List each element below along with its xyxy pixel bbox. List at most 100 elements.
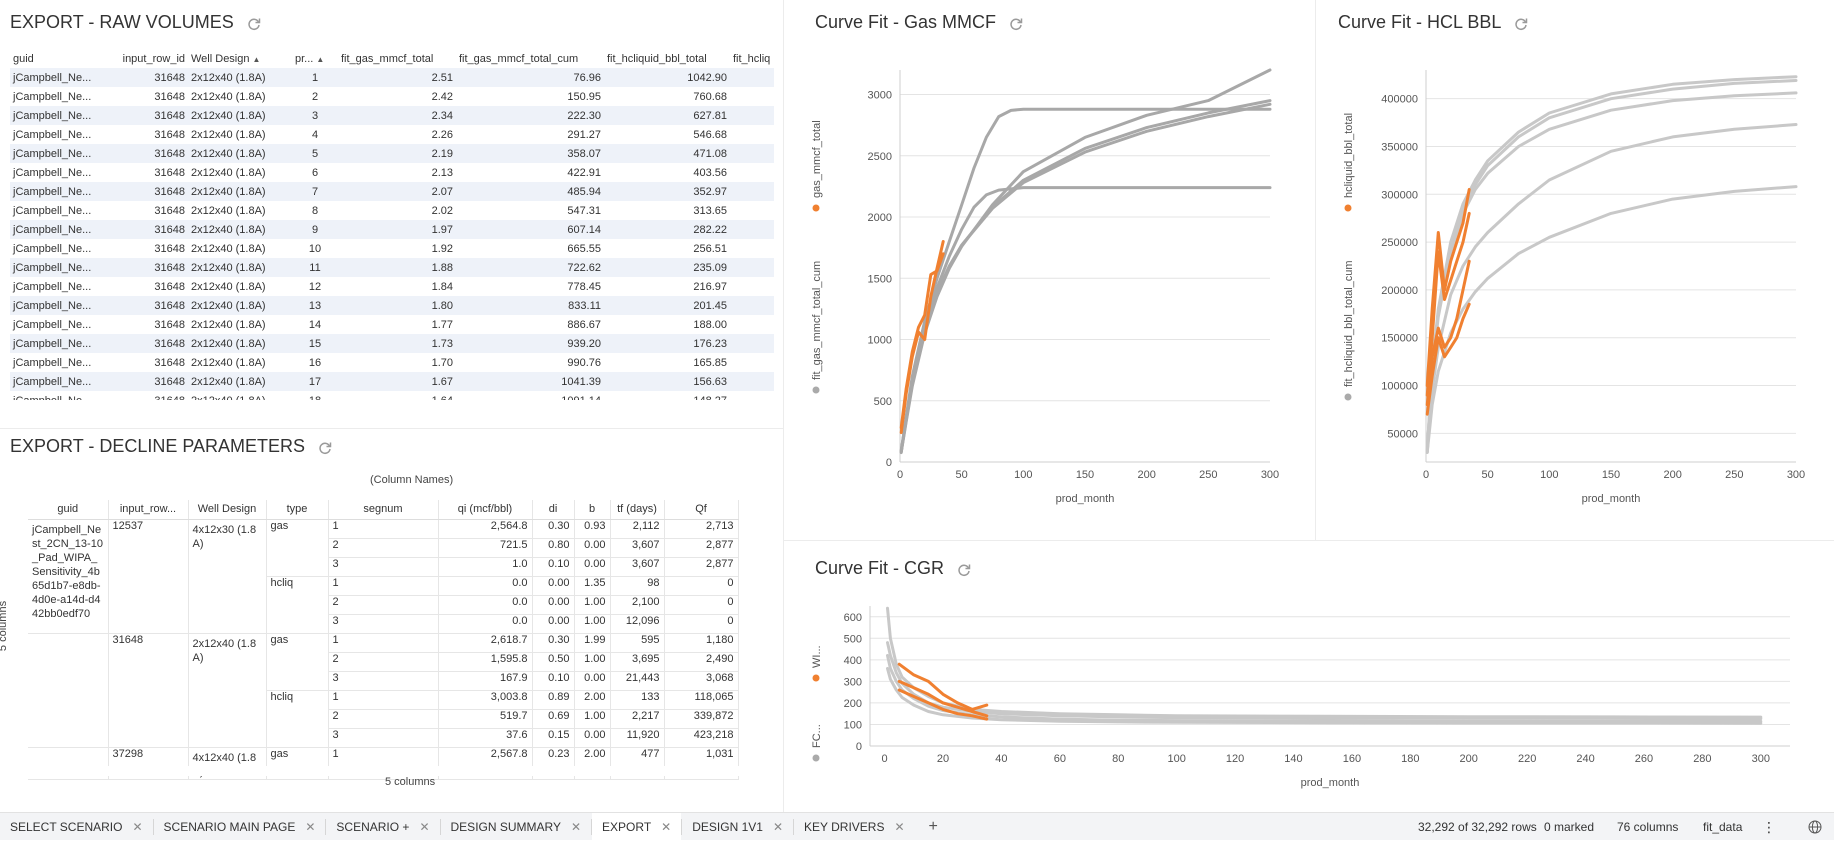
- column-header[interactable]: pr... ▲: [295, 53, 325, 65]
- refresh-icon[interactable]: [956, 562, 971, 576]
- close-tab-icon[interactable]: ✕: [894, 819, 905, 834]
- column-header[interactable]: qi (mcf/bbl): [438, 500, 533, 520]
- actual-series-line[interactable]: [897, 662, 989, 711]
- table-row[interactable]: jCampbell_Ne... 31648 2x12x40 (1.8A) 16 1.70…: [10, 353, 774, 372]
- table-row[interactable]: jCampbell_Nest_2CN_13-10_Pad_WIPA_Sensit…: [28, 519, 739, 634]
- fit-series-line[interactable]: [1425, 79, 1798, 452]
- column-header[interactable]: Well Design: [188, 500, 267, 520]
- legend-item-fit[interactable]: fit_gas_mmcf_total_cum: [811, 261, 823, 394]
- page-tab[interactable]: KEY DRIVERS ✕: [794, 813, 915, 841]
- close-tab-icon[interactable]: ✕: [772, 819, 783, 834]
- table-row[interactable]: jCampbell_Ne... 31648 2x12x40 (1.8A) 1 2.51 7…: [10, 68, 774, 87]
- add-page-button[interactable]: +: [928, 817, 938, 835]
- table-row[interactable]: jCampbell_Ne... 31648 2x12x40 (1.8A) 3 2.34 2…: [10, 106, 774, 125]
- column-header[interactable]: tf (days): [610, 500, 665, 520]
- column-header[interactable]: fit_gas_mmcf_total_cum: [459, 53, 579, 65]
- table-row[interactable]: jCampbell_Ne... 31648 2x12x40 (1.8A) 10 1.92…: [10, 239, 774, 258]
- legend-item-fit[interactable]: fit_hcliquid_bbl_total_cum: [1343, 260, 1355, 401]
- gas-curve-fit-chart[interactable]: 0 500 1000 1500 2000 2500 3000 0 50 100 150 200 250 3…: [784, 40, 1314, 530]
- table-row[interactable]: jCampbell_Ne... 31648 2x12x40 (1.8A) 13 1.80…: [10, 296, 774, 315]
- table-row[interactable]: 31648 2x12x40 (1.8A) gas 1 2,618.7 0.30 1.99 59…: [28, 633, 739, 748]
- table-row[interactable]: 2 0.0 0.00 1.00 2,100 0: [28, 595, 739, 615]
- fit-series-line[interactable]: [899, 186, 1272, 453]
- column-header[interactable]: b: [574, 500, 611, 520]
- column-header[interactable]: fit_gas_mmcf_total: [341, 53, 434, 65]
- table-row[interactable]: 2 1,595.8 0.50 1.00 3,695 2,490: [28, 652, 739, 672]
- page-tab[interactable]: DESIGN 1V1 ✕: [682, 813, 793, 841]
- page-tab[interactable]: DESIGN SUMMARY ✕: [441, 813, 592, 841]
- table-row[interactable]: jCampbell_Ne... 31648 2x12x40 (1.8A) 14 1.77…: [10, 315, 774, 334]
- more-options-icon[interactable]: ⋮: [1762, 818, 1776, 835]
- table-row[interactable]: 2 721.5 0.80 0.00 3,607 2,877: [28, 538, 739, 558]
- table-row[interactable]: jCampbell_Ne... 31648 2x12x40 (1.8A) 17 1.67…: [10, 372, 774, 391]
- table-row[interactable]: 3 0.0 0.00 1.00 12,096 0: [28, 614, 739, 634]
- legend-item-actual[interactable]: WI...: [811, 645, 823, 682]
- table-row[interactable]: hcliq 1 0.0 0.00 1.35 98 0: [28, 576, 739, 634]
- column-header[interactable]: Qf: [664, 500, 739, 520]
- legend-item-actual[interactable]: gas_mmcf_total: [811, 120, 823, 212]
- column-header[interactable]: type: [266, 500, 329, 520]
- table-row[interactable]: jCampbell_Ne... 31648 2x12x40 (1.8A) 11 1.88…: [10, 258, 774, 277]
- fit-series-line[interactable]: [886, 606, 1763, 719]
- page-tab[interactable]: SCENARIO + ✕: [326, 813, 439, 841]
- column-header[interactable]: guid: [13, 53, 34, 65]
- hcl-curve-fit-chart[interactable]: 50000 100000 150000 200000 250000 300000 35000…: [1316, 40, 1834, 530]
- actual-series-line[interactable]: [897, 679, 989, 718]
- raw-volumes-table[interactable]: guid input_row_id Well Design ▲ pr... ▲ fi…: [10, 50, 774, 400]
- close-tab-icon[interactable]: ✕: [132, 819, 143, 834]
- close-tab-icon[interactable]: ✕: [661, 819, 672, 834]
- table-row[interactable]: jCampbell_Ne... 31648 2x12x40 (1.8A) 4 2.26 2…: [10, 125, 774, 144]
- table-row[interactable]: jCampbell_Ne... 31648 2x12x40 (1.8A) 12 1.84…: [10, 277, 774, 296]
- column-header[interactable]: fit_hcliq: [733, 53, 771, 65]
- close-tab-icon[interactable]: ✕: [305, 819, 316, 834]
- page-tab[interactable]: SELECT SCENARIO ✕: [0, 813, 153, 841]
- column-header[interactable]: fit_hcliquid_bbl_total: [607, 53, 707, 65]
- page-tab[interactable]: EXPORT ✕: [592, 812, 682, 841]
- decline-parameters-crosstable[interactable]: (Column Names) 5 columns guid input_row.…: [0, 470, 780, 788]
- column-header[interactable]: input_row_id: [122, 53, 185, 65]
- table-row[interactable]: 3 167.9 0.10 0.00 21,443 3,068: [28, 671, 739, 691]
- table-row[interactable]: jCampbell_Ne... 31648 2x12x40 (1.8A) 6 2.13 4…: [10, 163, 774, 182]
- column-header[interactable]: input_row...: [108, 500, 189, 520]
- actual-series-line[interactable]: [897, 688, 989, 721]
- column-header[interactable]: Well Design ▲: [191, 53, 261, 65]
- legend-item-actual[interactable]: hcliquid_bbl_total: [1343, 113, 1355, 212]
- page-tab[interactable]: SCENARIO MAIN PAGE ✕: [154, 813, 326, 841]
- table-row[interactable]: jCampbell_Ne... 31648 2x12x40 (1.8A) 2 2.42 1…: [10, 87, 774, 106]
- bottom-columns-label[interactable]: 5 columns: [385, 776, 436, 788]
- close-tab-icon[interactable]: ✕: [570, 819, 582, 834]
- fit-series-line[interactable]: [886, 641, 1763, 721]
- table-row[interactable]: 3 37.6 0.15 0.00 11,920 423,218: [28, 728, 739, 748]
- column-header[interactable]: di: [532, 500, 575, 520]
- actual-series-line[interactable]: [1425, 259, 1471, 407]
- table-row[interactable]: jCampbell_Ne... 31648 2x12x40 (1.8A) 15 1.73…: [10, 334, 774, 353]
- refresh-icon[interactable]: [317, 440, 332, 454]
- table-row[interactable]: jCampbell_Ne... 31648 2x12x40 (1.8A) 7 2.07 4…: [10, 182, 774, 201]
- table-row[interactable]: jCampbell_Ne... 31648 2x12x40 (1.8A) 9 1.97 6…: [10, 220, 774, 239]
- data-table-selector[interactable]: fit_data: [1703, 820, 1743, 834]
- fit-series-line[interactable]: [899, 68, 1272, 454]
- table-row[interactable]: jCampbell_Ne... 31648 2x12x40 (1.8A) 5 2.19 3…: [10, 144, 774, 163]
- column-header[interactable]: guid: [28, 500, 109, 520]
- fit-series-line[interactable]: [1425, 91, 1798, 453]
- globe-icon[interactable]: [1808, 813, 1822, 841]
- fit-series-line[interactable]: [1425, 123, 1798, 454]
- table-row[interactable]: jCampbell_Ne... 31648 2x12x40 (1.8A) 8 2.02 5…: [10, 201, 774, 220]
- actual-series-line[interactable]: [1425, 302, 1471, 416]
- refresh-icon[interactable]: [1513, 16, 1528, 30]
- fit-series-line[interactable]: [1425, 185, 1798, 454]
- table-row[interactable]: 3 1.0 0.10 0.00 3,607 2,877: [28, 557, 739, 577]
- refresh-icon[interactable]: [1008, 16, 1023, 30]
- fit-series-line[interactable]: [899, 102, 1272, 452]
- close-tab-icon[interactable]: ✕: [419, 819, 430, 834]
- fit-series-line[interactable]: [1425, 75, 1798, 454]
- actual-series-line[interactable]: [899, 240, 945, 435]
- actual-series-line[interactable]: [1425, 188, 1471, 387]
- cgr-curve-fit-chart[interactable]: 0 100 200 300 400 500 600 0 20 40 60 80 100 120 140 160…: [784, 590, 1834, 810]
- column-header[interactable]: segnum: [328, 500, 439, 520]
- actual-series-line[interactable]: [1425, 211, 1471, 397]
- table-row[interactable]: 2 519.7 0.69 1.00 2,217 339,872: [28, 709, 739, 729]
- side-columns-label[interactable]: 5 columns: [0, 600, 10, 651]
- legend-item-fit[interactable]: FC...: [811, 724, 823, 762]
